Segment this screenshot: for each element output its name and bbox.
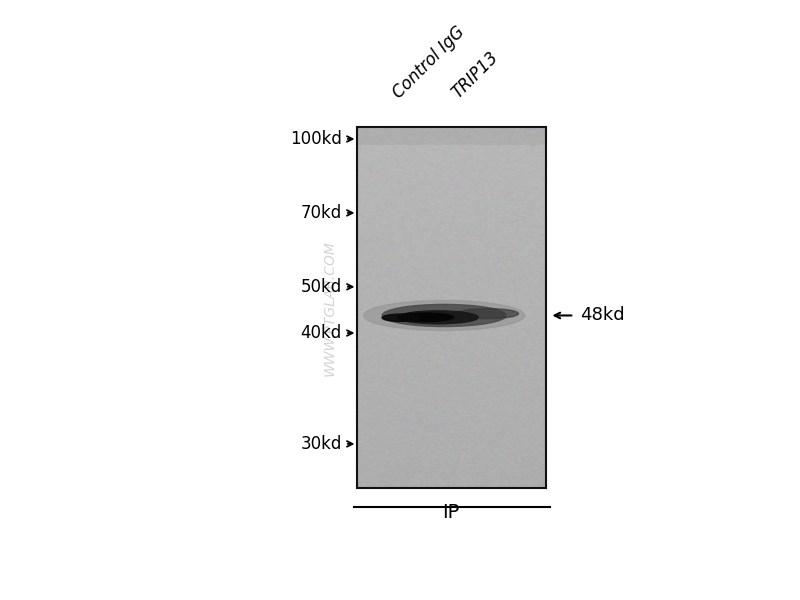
- Text: 70kd: 70kd: [301, 204, 342, 222]
- Text: 30kd: 30kd: [301, 435, 342, 453]
- Text: 50kd: 50kd: [301, 278, 342, 296]
- Bar: [358, 127, 546, 488]
- Ellipse shape: [398, 311, 478, 324]
- Text: 40kd: 40kd: [301, 324, 342, 342]
- Text: Control IgG: Control IgG: [390, 23, 468, 102]
- Text: 100kd: 100kd: [290, 130, 342, 148]
- Text: WWW.PTGLAB.COM: WWW.PTGLAB.COM: [322, 239, 336, 376]
- Ellipse shape: [382, 314, 419, 322]
- Ellipse shape: [457, 308, 518, 319]
- Text: TRIP13: TRIP13: [448, 49, 502, 102]
- Ellipse shape: [398, 313, 454, 322]
- Text: 48kd: 48kd: [581, 307, 625, 325]
- Ellipse shape: [363, 301, 525, 331]
- Text: IP: IP: [442, 503, 459, 523]
- Ellipse shape: [382, 304, 506, 326]
